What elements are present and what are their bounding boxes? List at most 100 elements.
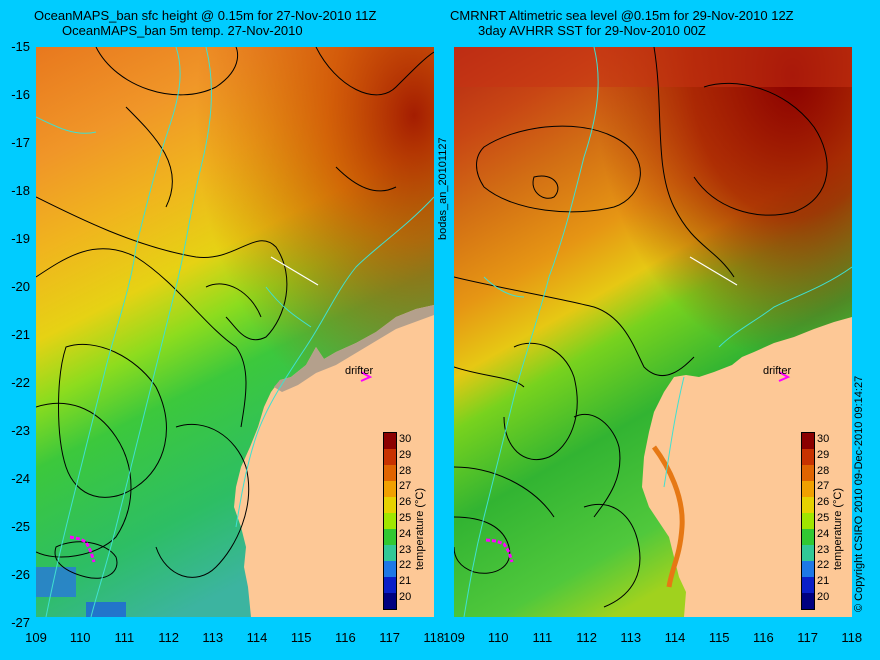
lon-tick-label: 112 [158,630,179,645]
lon-tick-label: 110 [487,630,509,645]
left-transect-line [270,256,319,286]
colorbar-swatch [802,433,814,449]
left-map-panel: drifter [36,47,434,617]
colorbar-swatch [802,577,814,593]
colorbar-swatch [384,513,396,529]
colorbar-swatch [384,497,396,513]
colorbar-swatch [384,593,396,609]
colorbar-swatch [802,545,814,561]
right-bathymetry-contours [463,47,852,617]
lon-tick-label: 117 [797,630,818,645]
colorbar-tick-label: 23 [817,543,830,556]
colorbar-swatch [802,465,814,481]
colorbar-tick-label: 21 [399,575,412,588]
colorbar-swatch [802,561,814,577]
lon-tick-label: 118 [423,630,445,645]
lat-tick-label: -20 [11,279,30,294]
lon-tick-label: 117 [379,630,400,645]
colorbar-swatch [384,545,396,561]
left-drifter-label: drifter [345,365,373,377]
right-title-line1: CMRNRT Altimetric sea level @0.15m for 2… [450,8,794,23]
lon-tick-label: 113 [202,630,224,645]
left-title-line2: OceanMAPS_ban 5m temp. 27-Nov-2010 [62,23,303,38]
right-colorbar [801,432,815,610]
lon-tick-label: 116 [335,630,356,645]
colorbar-tick-label: 30 [817,433,830,445]
colorbar-swatch [802,449,814,465]
lat-tick-label: -22 [11,375,30,390]
colorbar-swatch [384,465,396,481]
right-map-panel: drifter [454,47,852,617]
lat-tick-label: -27 [11,615,30,630]
colorbar-swatch [384,561,396,577]
colorbar-tick-label: 28 [399,464,412,477]
copyright-label: © Copyright CSIRO 2010 09-Dec-2010 09:14… [853,375,865,612]
colorbar-swatch [384,433,396,449]
bodas-side-label: bodas_an_20101127 [437,137,449,240]
lat-tick-label: -24 [11,471,30,486]
right-drifter-track [485,371,791,563]
right-drifter-label: drifter [763,365,791,377]
lon-tick-label: 114 [664,630,686,645]
lon-tick-label: 114 [246,630,268,645]
colorbar-tick-label: 22 [817,559,830,572]
colorbar-tick-label: 26 [817,496,830,509]
lon-tick-label: 113 [620,630,642,645]
right-transect-line [689,256,738,286]
left-ssh-contours [36,47,434,579]
colorbar-swatch [802,529,814,545]
right-ssh-contours [454,47,828,608]
colorbar-swatch [802,497,814,513]
colorbar-tick-label: 29 [817,448,830,461]
right-map-svg: drifter [454,47,852,617]
lat-tick-label: -23 [11,423,30,438]
left-colorbar [383,432,397,610]
left-drifter-track [69,371,373,563]
colorbar-tick-label: 25 [399,512,412,524]
lon-tick-label: 112 [576,630,597,645]
lat-tick-label: -21 [11,327,30,342]
colorbar-swatch [384,577,396,593]
colorbar-swatch [384,449,396,465]
lon-tick-label: 109 [25,630,47,645]
lon-tick-label: 109 [443,630,465,645]
lon-tick-label: 111 [114,630,135,645]
lat-tick-label: -16 [11,87,30,102]
lon-tick-label: 115 [290,630,312,645]
colorbar-tick-label: 24 [817,527,830,540]
lat-tick-label: -19 [11,231,30,246]
left-map-svg: drifter [36,47,434,617]
lon-tick-label: 118 [841,630,863,645]
colorbar-tick-label: 20 [399,591,412,603]
colorbar-tick-label: 21 [817,575,830,588]
left-bathymetry-contours [36,47,434,617]
colorbar-swatch [384,481,396,497]
colorbar-swatch [384,529,396,545]
colorbar-tick-label: 27 [399,480,412,493]
left-colorbar-label: temperature (°C) [414,487,426,570]
colorbar-tick-label: 23 [399,543,412,556]
colorbar-tick-label: 26 [399,496,412,509]
colorbar-swatch [802,513,814,529]
lat-tick-label: -18 [11,183,30,198]
colorbar-tick-label: 29 [399,448,412,461]
colorbar-swatch [802,593,814,609]
colorbar-tick-label: 30 [399,433,412,445]
lon-tick-label: 115 [708,630,730,645]
colorbar-tick-label: 25 [817,512,830,524]
colorbar-tick-label: 22 [399,559,412,572]
right-colorbar-label: temperature (°C) [832,487,844,570]
lon-tick-label: 110 [69,630,91,645]
colorbar-tick-label: 28 [817,464,830,477]
right-title-line2: 3day AVHRR SST for 29-Nov-2010 00Z [478,23,706,38]
lat-tick-label: -26 [11,567,30,582]
right-land [642,317,852,617]
lat-tick-label: -25 [11,519,30,534]
colorbar-tick-label: 20 [817,591,830,603]
left-title-line1: OceanMAPS_ban sfc height @ 0.15m for 27-… [34,8,377,23]
lat-tick-label: -15 [11,39,30,54]
colorbar-swatch [802,481,814,497]
colorbar-tick-label: 27 [817,480,830,493]
lat-tick-label: -17 [11,135,30,150]
lon-tick-label: 111 [532,630,553,645]
